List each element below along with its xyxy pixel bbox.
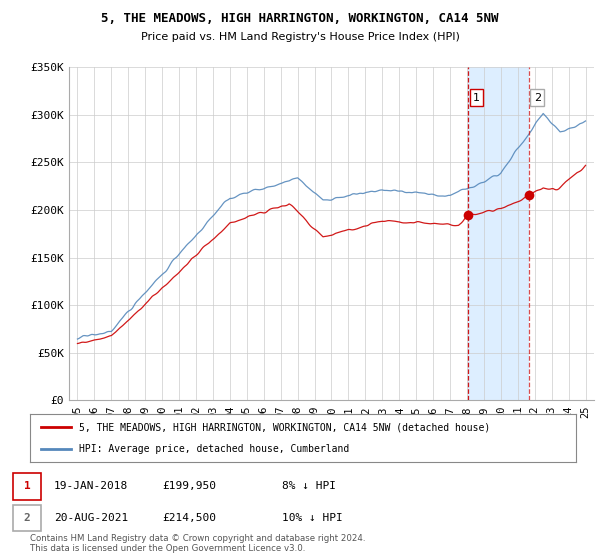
Text: HPI: Average price, detached house, Cumberland: HPI: Average price, detached house, Cumb…	[79, 444, 349, 454]
Text: 5, THE MEADOWS, HIGH HARRINGTON, WORKINGTON, CA14 5NW (detached house): 5, THE MEADOWS, HIGH HARRINGTON, WORKING…	[79, 422, 490, 432]
Text: Contains HM Land Registry data © Crown copyright and database right 2024.
This d: Contains HM Land Registry data © Crown c…	[30, 534, 365, 553]
Bar	[468, 67, 529, 400]
Text: 8% ↓ HPI: 8% ↓ HPI	[282, 481, 336, 491]
Text: 2: 2	[23, 513, 31, 523]
Text: 1: 1	[473, 92, 480, 102]
Text: £214,500: £214,500	[162, 513, 216, 523]
Text: 10% ↓ HPI: 10% ↓ HPI	[282, 513, 343, 523]
Text: 2: 2	[534, 92, 541, 102]
Text: Price paid vs. HM Land Registry's House Price Index (HPI): Price paid vs. HM Land Registry's House …	[140, 32, 460, 42]
Text: 19-JAN-2018: 19-JAN-2018	[54, 481, 128, 491]
Text: 1: 1	[23, 481, 31, 491]
Text: 20-AUG-2021: 20-AUG-2021	[54, 513, 128, 523]
Text: 5, THE MEADOWS, HIGH HARRINGTON, WORKINGTON, CA14 5NW: 5, THE MEADOWS, HIGH HARRINGTON, WORKING…	[101, 12, 499, 25]
Text: £199,950: £199,950	[162, 481, 216, 491]
